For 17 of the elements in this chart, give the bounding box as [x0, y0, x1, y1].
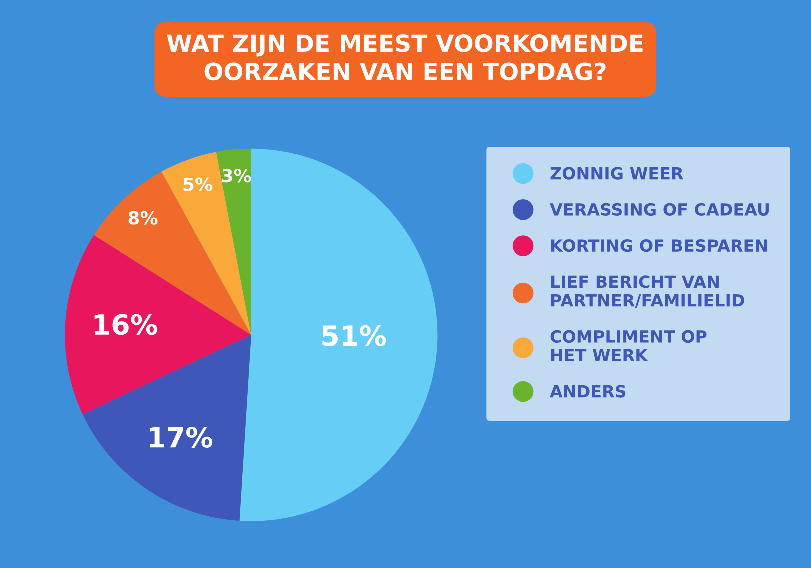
pie-slice [216, 148, 252, 336]
data-label: 8% [128, 211, 158, 225]
legend-label: LIEF BERICHT VAN PARTNER/FAMILIELID [552, 276, 744, 308]
legend-label: ZONNIG WEER [550, 167, 684, 180]
data-label: 5% [184, 178, 213, 192]
legend-label: ANDERS [550, 385, 626, 398]
data-label: 3% [222, 169, 252, 183]
legend-label: COMPLIMENT OP HET WERK [550, 330, 707, 362]
data-label: 17% [150, 426, 213, 448]
legend-label: KORTING OF BESPAREN [552, 240, 768, 252]
chart-title: WAT ZIJN DE MEEST VOORKOMENDE OORZAKEN VAN EEN TOPDAG? [167, 34, 643, 81]
data-label: 16% [94, 314, 158, 336]
pie-slice [82, 335, 252, 522]
data-label: 51% [322, 325, 386, 346]
legend-label: VERASSING OF CADEAU [550, 203, 769, 216]
pie-slice [162, 152, 252, 336]
pie-slice [65, 235, 252, 414]
